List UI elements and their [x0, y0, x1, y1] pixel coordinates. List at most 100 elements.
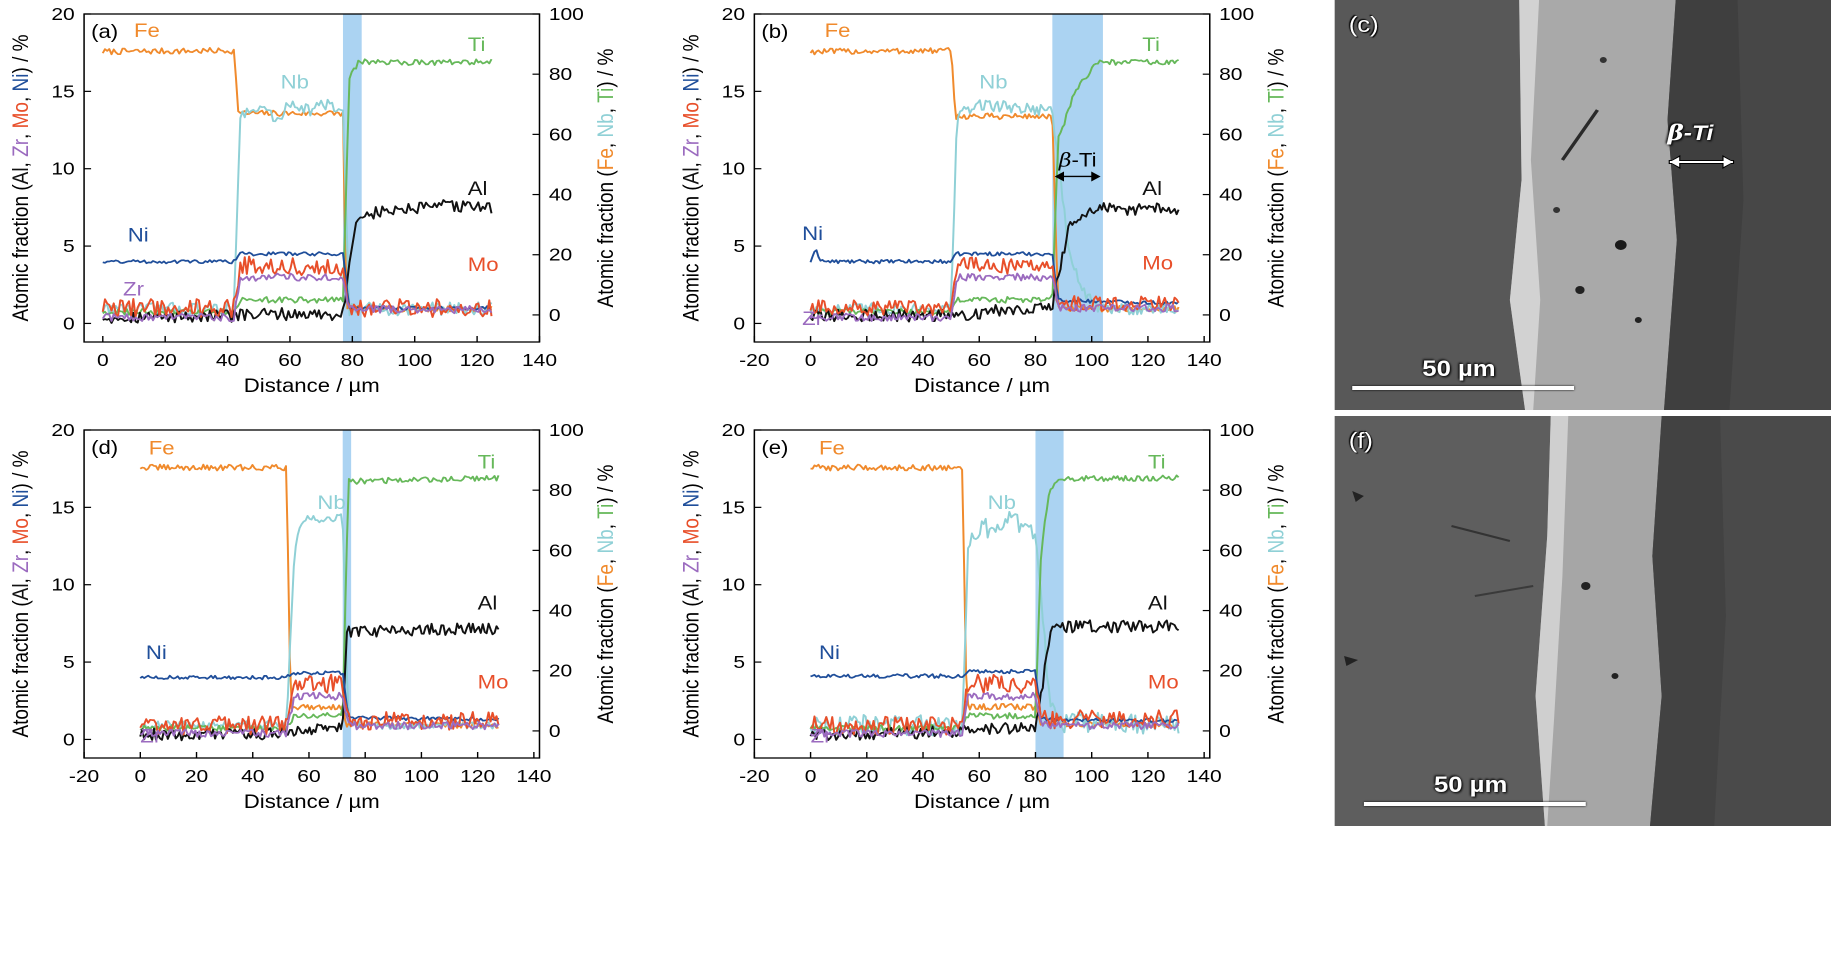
- y-left-tick-label: 0: [63, 730, 75, 750]
- y-left-axis-label: Atomic fraction (Al, Zr, Mo, Ni) / %: [679, 34, 704, 321]
- y-right-tick-label: 20: [549, 661, 572, 681]
- axis-label-part: Atomic fraction (: [1264, 170, 1289, 307]
- axis-label-part: ) / %: [1264, 49, 1289, 88]
- axis-label-part: ,: [9, 128, 34, 139]
- series-label-zr: Zr: [123, 279, 144, 300]
- scale-bar-label-f: 50 µm: [1433, 772, 1508, 797]
- y-left-tick-label: 10: [722, 575, 745, 595]
- y-right-tick-label: 100: [549, 4, 584, 24]
- y-left-tick-label: 10: [51, 575, 74, 595]
- y-right-axis-label: Atomic fraction (Fe, Nb, Ti) / %: [594, 49, 619, 308]
- x-tick-label: 20: [855, 766, 878, 786]
- series-label-mo: Mo: [1142, 253, 1173, 274]
- x-tick-label: 20: [185, 766, 208, 786]
- axis-label-part: ) / %: [9, 450, 34, 489]
- y-left-tick-label: 15: [722, 82, 745, 102]
- axis-label-part: Fe: [594, 148, 619, 170]
- axis-label-part: Atomic fraction (: [9, 184, 34, 321]
- axis-label-part: Atomic fraction (: [679, 600, 704, 737]
- beta-ti-annotation: β-Ti: [1058, 149, 1097, 171]
- series-label-nb: Nb: [988, 492, 1016, 513]
- x-tick-label: 140: [516, 766, 551, 786]
- axis-label-part: Ni: [9, 74, 34, 92]
- interface-band: [342, 430, 352, 758]
- y-right-axis-label: Atomic fraction (Fe, Nb, Ti) / %: [1264, 465, 1289, 724]
- series-label-fe: Fe: [134, 21, 160, 42]
- axis-label-part: ,: [1264, 519, 1289, 530]
- axis-label-part: ,: [679, 507, 704, 518]
- y-right-tick-label: 60: [549, 125, 572, 145]
- x-tick-label: 0: [805, 350, 817, 370]
- axis-label-part: Ti: [594, 88, 619, 103]
- y-right-tick-label: 100: [549, 420, 584, 440]
- series-label-fe: Fe: [819, 438, 845, 459]
- chart-e: -20 0 20 40 60 80 100 120 140 0 5 10 15 20 0 20 40 60 80 10…: [679, 420, 1289, 812]
- y-right-tick-label: 40: [1219, 601, 1242, 621]
- y-left-tick-label: 10: [722, 159, 745, 179]
- x-tick-label: 20: [855, 350, 878, 370]
- x-tick-label: 140: [1187, 766, 1222, 786]
- chart-a: 0 20 40 60 80 100 120 140 0 5 10 15 20 0 20 40 60 80 100 Di…: [9, 4, 619, 396]
- series-label-fe: Fe: [825, 21, 851, 42]
- series-line-mo: [101, 255, 493, 319]
- axis-label-part: Nb: [594, 529, 619, 553]
- micrograph-c-image: [1334, 0, 1831, 410]
- series-label-ni: Ni: [819, 642, 840, 663]
- y-right-tick-label: 0: [549, 305, 561, 325]
- series-line-zr: [140, 691, 500, 738]
- series-line-mo: [809, 256, 1180, 317]
- axis-label-part: ) / %: [679, 450, 704, 489]
- y-right-axis-label: Atomic fraction (Fe, Nb, Ti) / %: [594, 465, 619, 724]
- axis-label-part: Nb: [594, 113, 619, 137]
- chart-d: -20 0 20 40 60 80 100 120 140 0 5 10 15 20 0 20 40 60 80 10…: [9, 420, 619, 812]
- axis-label-part: ,: [1264, 138, 1289, 149]
- series-label-fe: Fe: [149, 438, 175, 459]
- series-label-mo: Mo: [1148, 672, 1179, 693]
- axis-label-part: Ni: [679, 74, 704, 92]
- axis-label-part: ,: [1264, 554, 1289, 565]
- series-line-zr: [101, 272, 493, 322]
- axis-label-part: ,: [9, 507, 34, 518]
- series-label-mo: Mo: [478, 672, 509, 693]
- beta-symbol: β: [1058, 149, 1072, 171]
- y-left-tick-label: 15: [51, 82, 74, 102]
- series-label-mo: Mo: [468, 254, 499, 275]
- y-right-tick-label: 0: [549, 721, 561, 741]
- x-tick-label: 80: [1024, 350, 1047, 370]
- y-right-tick-label: 0: [1219, 721, 1231, 741]
- axis-label-part: ,: [594, 554, 619, 565]
- micrograph-c: (c) β-Ti 50 µm: [1334, 0, 1831, 410]
- y-left-tick-label: 0: [733, 314, 745, 334]
- series-line-fe: [139, 463, 499, 729]
- axis-label-part: ,: [594, 103, 619, 114]
- x-tick-label: 60: [297, 766, 320, 786]
- x-tick-label: 0: [134, 766, 146, 786]
- x-tick-label: -20: [739, 766, 769, 786]
- axis-label-part: ) / %: [1264, 465, 1289, 504]
- y-left-axis-label: Atomic fraction (Al, Zr, Mo, Ni) / %: [9, 450, 34, 737]
- series-label-al: Al: [468, 178, 488, 199]
- axis-label-part: Atomic fraction (: [594, 586, 619, 723]
- axis-label-part: Mo: [679, 102, 704, 128]
- y-left-tick-label: 0: [733, 730, 745, 750]
- series-label-zr: Zr: [811, 726, 832, 747]
- axis-label-part: Nb: [1264, 113, 1289, 137]
- axis-label-part: Zr: [679, 139, 704, 157]
- y-right-tick-label: 20: [549, 245, 572, 265]
- panel-label: (e): [761, 437, 788, 458]
- y-right-tick-label: 80: [549, 65, 572, 85]
- x-tick-label: 120: [1130, 766, 1165, 786]
- axis-label-part: Atomic fraction (: [1264, 586, 1289, 723]
- x-tick-label: 20: [153, 350, 176, 370]
- series-line-zr: [809, 272, 1179, 322]
- axis-label-part: ,: [594, 138, 619, 149]
- series-label-al: Al: [478, 593, 498, 614]
- y-left-tick-label: 5: [63, 652, 75, 672]
- y-right-tick-label: 40: [1219, 185, 1242, 205]
- axis-label-part: ,: [679, 573, 704, 584]
- series-label-al: Al: [1148, 593, 1168, 614]
- axis-label-part: ,: [9, 573, 34, 584]
- series-line-nb: [809, 99, 1179, 316]
- axis-label-part: Al: [9, 583, 34, 600]
